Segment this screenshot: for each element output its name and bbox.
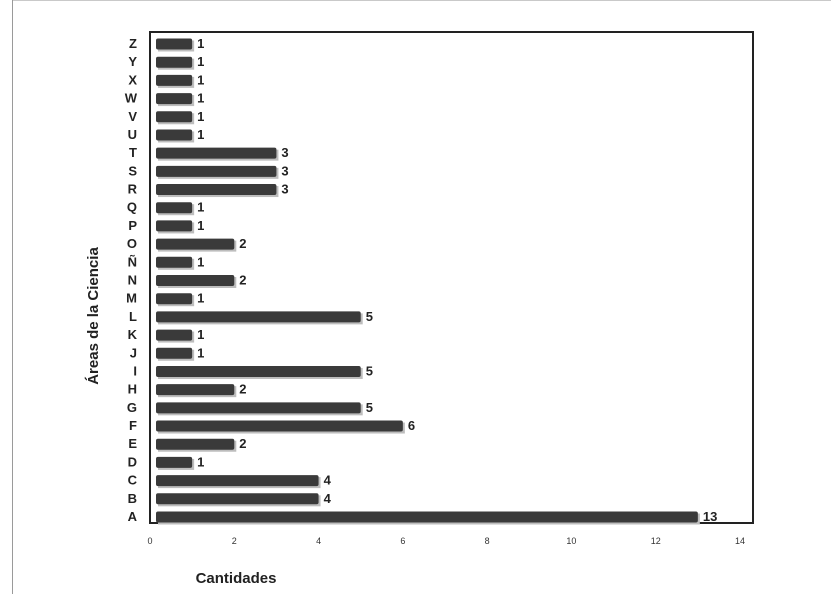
value-label-R: 3: [281, 182, 288, 197]
category-label-S: S: [128, 163, 137, 178]
value-label-W: 1: [197, 91, 204, 106]
category-label-U: U: [128, 127, 137, 142]
category-label-F: F: [129, 418, 137, 433]
bar-E: [156, 438, 235, 450]
category-label-T: T: [129, 145, 137, 160]
bar-C: [156, 475, 319, 487]
bar-J: [156, 347, 193, 359]
x-tick-8: 8: [485, 536, 490, 546]
value-label-A: 13: [703, 509, 717, 524]
category-label-Y: Y: [128, 54, 137, 69]
value-label-Z: 1: [197, 36, 204, 51]
x-tick-6: 6: [400, 536, 405, 546]
figure-frame-top: [12, 0, 831, 1]
x-tick-10: 10: [566, 536, 576, 546]
bar-N: [156, 275, 235, 286]
bar-R: [156, 184, 277, 196]
category-label-G: G: [127, 400, 137, 415]
bar-Q: [156, 202, 193, 214]
category-label-J: J: [130, 345, 137, 360]
bar-B: [156, 493, 319, 505]
x-tick-12: 12: [651, 536, 661, 546]
bars-group: [156, 38, 700, 525]
bar-Y: [156, 56, 193, 68]
bar-W: [156, 93, 193, 105]
category-label-X: X: [128, 72, 137, 87]
value-label-X: 1: [197, 72, 204, 87]
bar-D: [156, 456, 193, 468]
value-label-O: 2: [239, 236, 246, 251]
x-tick-2: 2: [232, 536, 237, 546]
bar-V: [156, 111, 193, 123]
bar-M: [156, 293, 193, 305]
category-label-L: L: [129, 309, 137, 324]
figure-frame-left: [12, 0, 13, 594]
category-label-V: V: [128, 109, 137, 124]
category-label-C: C: [128, 473, 138, 488]
value-label-B: 4: [324, 491, 332, 506]
category-label-W: W: [125, 91, 138, 106]
value-label-H: 2: [239, 382, 246, 397]
x-tick-4: 4: [316, 536, 321, 546]
value-label-E: 2: [239, 436, 246, 451]
category-label-Z: Z: [129, 36, 137, 51]
bar-S: [156, 165, 277, 177]
x-tick-14: 14: [735, 536, 745, 546]
category-label-O: O: [127, 236, 137, 251]
value-label-N: 2: [239, 273, 246, 288]
value-label-Y: 1: [197, 54, 204, 69]
bar-T: [156, 147, 277, 159]
bar-L: [156, 311, 361, 323]
category-label-R: R: [128, 182, 138, 197]
value-label-Q: 1: [197, 200, 204, 215]
bar-I: [156, 365, 361, 377]
category-label-H: H: [128, 382, 137, 397]
bar-H: [156, 384, 235, 396]
category-label-M: M: [126, 291, 137, 306]
category-label-K: K: [128, 327, 138, 342]
bar-U: [156, 129, 193, 141]
category-label-N: N: [128, 273, 137, 288]
bar-Z: [156, 38, 193, 50]
value-label-I: 5: [366, 363, 373, 378]
value-label-C: 4: [324, 473, 332, 488]
value-label-F: 6: [408, 418, 415, 433]
bar-F: [156, 420, 403, 432]
bar-P: [156, 220, 193, 232]
category-label-E: E: [128, 436, 137, 451]
x-tick-labels: 0 2 4 6 8 10 12 14: [147, 536, 745, 546]
category-label-I: I: [133, 363, 137, 378]
value-label-D: 1: [197, 454, 204, 469]
value-label-T: 3: [281, 145, 288, 160]
bar-O: [156, 238, 235, 250]
value-label-Ñ: 1: [197, 254, 204, 269]
value-label-J: 1: [197, 345, 204, 360]
value-label-G: 5: [366, 400, 373, 415]
x-tick-0: 0: [147, 536, 152, 546]
category-label-A: A: [128, 509, 138, 524]
category-label-D: D: [128, 454, 137, 469]
value-label-M: 1: [197, 291, 204, 306]
value-label-S: 3: [281, 163, 288, 178]
x-axis-title: Cantidades: [196, 570, 277, 587]
value-label-U: 1: [197, 127, 204, 142]
category-label-P: P: [128, 218, 137, 233]
bar-K: [156, 329, 193, 341]
category-label-Q: Q: [127, 200, 137, 215]
value-label-K: 1: [197, 327, 204, 342]
bar-Ñ: [156, 256, 193, 268]
bar-A: [156, 511, 698, 523]
category-label-B: B: [128, 491, 137, 506]
category-label-Ñ: Ñ: [128, 254, 137, 269]
value-label-V: 1: [197, 109, 204, 124]
y-axis-title: Áreas de la Ciencia: [85, 247, 102, 385]
value-label-L: 5: [366, 309, 373, 324]
bar-X: [156, 74, 193, 86]
value-label-P: 1: [197, 218, 204, 233]
bar-G: [156, 402, 361, 414]
